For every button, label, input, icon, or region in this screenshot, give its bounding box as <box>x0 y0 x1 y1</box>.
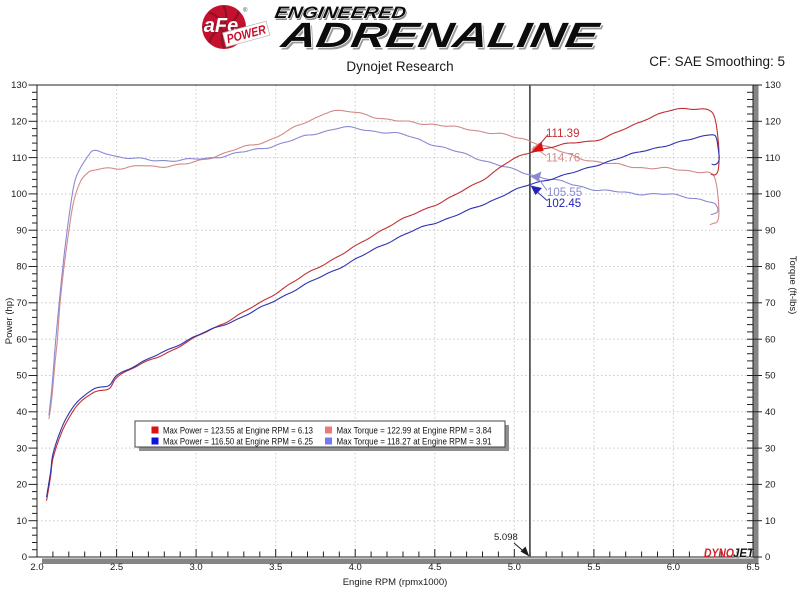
svg-text:130: 130 <box>765 80 781 91</box>
svg-text:20: 20 <box>765 480 776 491</box>
svg-text:2.5: 2.5 <box>110 562 123 573</box>
svg-text:30: 30 <box>765 443 776 454</box>
svg-text:10: 10 <box>16 516 27 527</box>
svg-text:120: 120 <box>765 117 781 128</box>
svg-text:Engine RPM (rpmx1000): Engine RPM (rpmx1000) <box>343 577 448 588</box>
svg-text:Max Power = 123.55 at Engine R: Max Power = 123.55 at Engine RPM = 6.13 <box>163 426 313 436</box>
svg-text:50: 50 <box>765 371 776 382</box>
svg-text:ADRENALINE: ADRENALINE <box>277 16 603 55</box>
svg-text:60: 60 <box>765 334 776 345</box>
svg-text:10: 10 <box>765 516 776 527</box>
svg-text:Max Power = 116.50 at Engine R: Max Power = 116.50 at Engine RPM = 6.25 <box>163 437 313 447</box>
svg-text:Max Torque = 122.99 at Engine: Max Torque = 122.99 at Engine RPM = 3.84 <box>337 426 492 436</box>
svg-text:111.39: 111.39 <box>546 128 579 140</box>
svg-text:0: 0 <box>22 552 27 563</box>
svg-text:5.5: 5.5 <box>587 562 600 573</box>
svg-text:ADRENALINE: ADRENALINE <box>279 19 605 58</box>
svg-text:114.76: 114.76 <box>546 153 580 165</box>
svg-text:0: 0 <box>765 552 770 563</box>
svg-text:50: 50 <box>16 371 27 382</box>
svg-text:70: 70 <box>16 298 27 309</box>
svg-text:Max Torque = 118.27 at Engine: Max Torque = 118.27 at Engine RPM = 3.91 <box>337 437 492 447</box>
svg-text:Dynojet Research: Dynojet Research <box>346 59 453 74</box>
svg-text:130: 130 <box>11 80 27 91</box>
svg-text:105.55: 105.55 <box>547 187 582 199</box>
svg-text:ENGINEERED: ENGINEERED <box>274 5 408 24</box>
svg-text:90: 90 <box>765 225 776 236</box>
svg-text:90: 90 <box>16 225 27 236</box>
svg-text:5.0: 5.0 <box>508 562 521 573</box>
svg-text:2.0: 2.0 <box>30 562 43 573</box>
svg-text:ENGINEERED: ENGINEERED <box>273 3 407 22</box>
svg-text:40: 40 <box>765 407 776 418</box>
svg-text:80: 80 <box>765 262 776 273</box>
svg-text:JET: JET <box>733 548 755 560</box>
svg-text:110: 110 <box>765 153 780 164</box>
svg-text:3.5: 3.5 <box>269 562 282 573</box>
svg-text:3.0: 3.0 <box>189 562 202 573</box>
svg-text:40: 40 <box>16 407 27 418</box>
svg-text:Power (hp): Power (hp) <box>4 298 15 344</box>
svg-text:®: ® <box>243 7 248 14</box>
svg-text:100: 100 <box>11 189 27 200</box>
svg-text:70: 70 <box>765 298 776 309</box>
svg-text:Torque (ft-lbs): Torque (ft-lbs) <box>787 256 798 315</box>
svg-text:100: 100 <box>765 189 781 200</box>
svg-text:110: 110 <box>12 153 27 164</box>
svg-text:6.0: 6.0 <box>667 562 680 573</box>
svg-text:30: 30 <box>16 443 27 454</box>
svg-text:5.098: 5.098 <box>494 532 518 543</box>
svg-text:60: 60 <box>16 334 27 345</box>
svg-text:102.45: 102.45 <box>546 198 581 210</box>
svg-text:120: 120 <box>11 117 27 128</box>
svg-text:CF: SAE Smoothing: 5: CF: SAE Smoothing: 5 <box>649 54 785 69</box>
svg-text:4.0: 4.0 <box>349 562 362 573</box>
svg-text:80: 80 <box>16 262 27 273</box>
svg-text:DYNO: DYNO <box>704 548 734 560</box>
svg-text:20: 20 <box>16 480 27 491</box>
svg-text:4.5: 4.5 <box>428 562 441 573</box>
svg-text:6.5: 6.5 <box>746 562 759 573</box>
